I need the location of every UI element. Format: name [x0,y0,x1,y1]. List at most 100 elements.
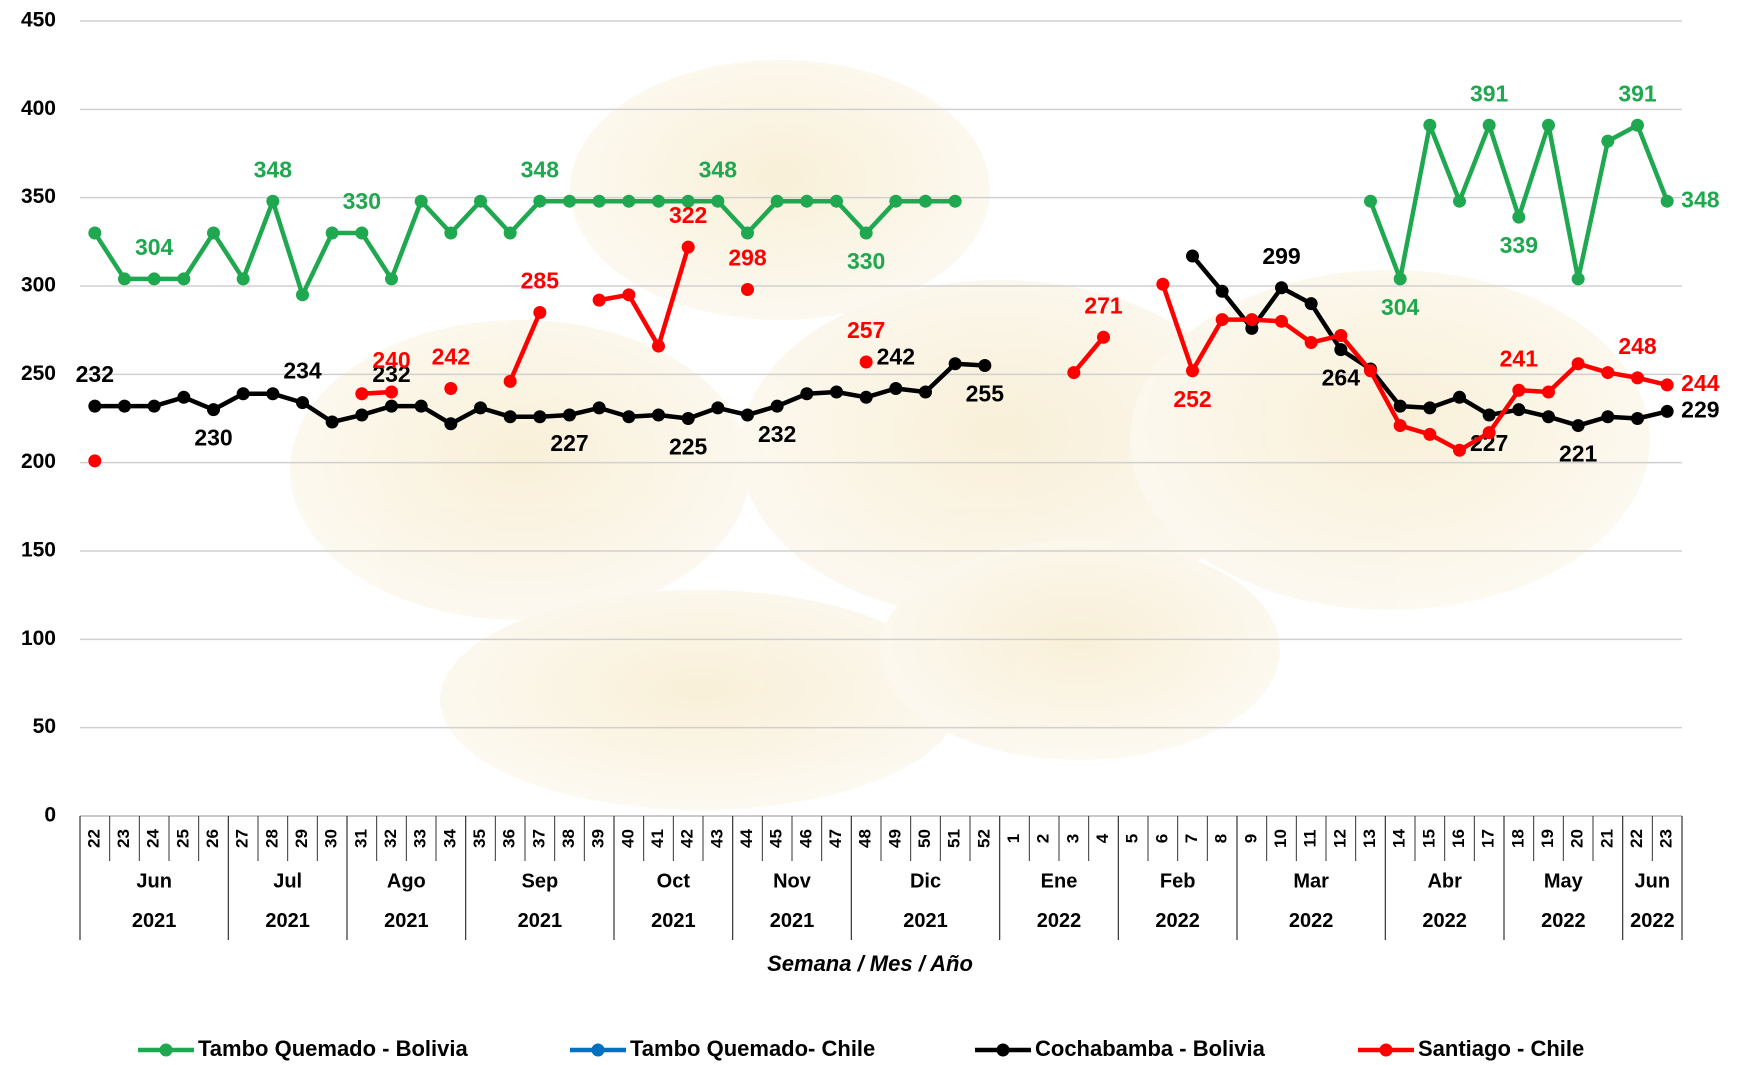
series-point [1660,404,1674,418]
series-point [622,288,636,302]
data-label: 264 [1322,365,1361,391]
series-point [207,403,220,417]
year-label: 2022 [1630,910,1675,932]
x-axis-title: Semana / Mes / Año [767,951,973,976]
series-point [1482,118,1496,132]
data-label: 232 [372,361,410,387]
data-label: 299 [1262,243,1300,269]
data-label: 391 [1470,80,1509,106]
data-label: 330 [847,248,885,274]
x-tick-label: 51 [945,829,964,848]
legend-label: Tambo Quemado- Chile [630,1036,875,1061]
series-point [770,194,784,208]
series-point [1304,336,1318,350]
series-point [889,381,903,395]
series-point [1304,297,1318,311]
y-tick-label: 250 [21,362,56,385]
series-point [1542,410,1555,424]
legend-swatch-point [1379,1043,1393,1057]
series-point [622,194,636,208]
series-point [563,194,576,208]
x-tick-label: 5 [1123,834,1142,843]
year-label: 2022 [1155,910,1200,932]
x-tick-label: 43 [707,829,726,848]
series-point [592,194,606,208]
month-label: Nov [773,870,812,892]
series-point [1334,343,1348,357]
data-label: 304 [135,234,174,260]
series-point [474,194,487,208]
series-point [800,194,814,208]
series-point [1631,118,1644,132]
data-label: 330 [343,188,381,214]
x-tick-label: 33 [411,829,430,848]
series-point [681,240,695,254]
series-point [1482,426,1496,440]
data-label: 391 [1618,80,1657,106]
series-point [681,194,695,208]
series-point [296,396,309,410]
x-tick-label: 20 [1568,829,1587,848]
series-line [598,246,691,349]
series-point [503,374,517,388]
series-point [503,410,517,424]
y-tick-label: 150 [21,539,56,562]
data-label: 348 [1681,186,1720,212]
year-label: 2022 [1541,910,1586,932]
series-point [385,385,398,399]
x-tick-label: 27 [233,829,252,848]
data-label: 242 [877,344,915,370]
series-point [88,454,102,468]
series-point [1453,390,1466,404]
legend-label: Tambo Quemado - Bolivia [198,1036,469,1061]
y-tick-label: 200 [21,450,56,473]
month-label: Dic [910,870,941,892]
x-tick-label: 38 [559,829,578,848]
series-point [1601,366,1615,380]
month-label: Ago [387,870,426,892]
series-point [533,306,547,319]
series-point [681,412,695,425]
x-tick-label: 32 [381,829,400,848]
data-label: 244 [1681,370,1720,396]
series-point [1393,399,1407,413]
legend-swatch-point [996,1043,1010,1057]
x-tick-label: 46 [796,829,815,848]
x-tick-label: 17 [1479,829,1498,848]
series-line [1072,335,1106,375]
x-tick-label: 36 [500,829,519,848]
series-point [1542,385,1555,399]
x-tick-label: 22 [84,829,103,848]
series-point [444,226,458,240]
series-point [1364,364,1377,378]
series-point [1423,401,1437,415]
y-tick-label: 400 [21,97,56,120]
series-point [711,401,725,415]
x-tick-label: 23 [1657,829,1676,848]
month-label: Mar [1293,870,1329,892]
x-tick-label: 49 [885,829,904,848]
series-point [1660,378,1674,392]
series-point [1364,194,1377,208]
series-point [563,408,576,422]
series-point [770,399,784,413]
data-label: 221 [1559,441,1598,467]
x-tick-label: 47 [826,829,845,848]
series-point [919,385,932,399]
series-point [533,194,547,208]
data-label: 271 [1084,292,1123,318]
data-label: 225 [669,434,708,460]
x-tick-label: 19 [1538,829,1557,848]
data-label: 257 [847,317,885,343]
series-point [1097,330,1110,344]
year-label: 2021 [903,910,948,932]
x-tick-label: 14 [1390,829,1409,848]
series-point [859,390,873,404]
series-line [508,311,542,383]
month-label: Jun [1635,870,1671,892]
series-point [859,355,873,369]
data-label: 285 [521,268,560,294]
x-tick-label: 10 [1271,829,1290,848]
series-point [1512,403,1526,417]
x-tick-label: 15 [1419,829,1438,848]
